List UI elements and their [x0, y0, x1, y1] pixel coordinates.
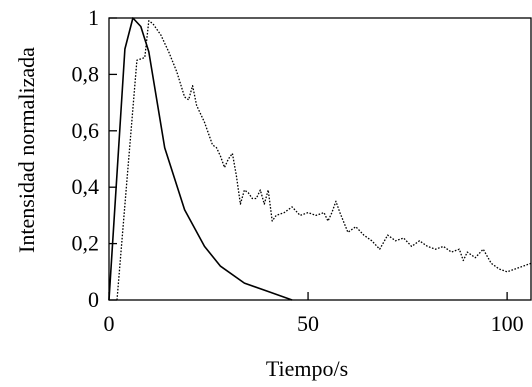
y-tick-label: 0,2: [72, 231, 100, 256]
plot-area: 0 0,2 0,4 0,6 0,8 1 0 50 100: [72, 5, 532, 336]
series-solid-line: [108, 17, 293, 301]
series-dotted-line: [116, 20, 532, 301]
y-tick-label: 0,6: [72, 118, 100, 143]
y-tick-label: 1: [88, 5, 99, 30]
y-axis-title: Intensidad normalizada: [14, 47, 39, 253]
x-axis-title: Tiempo/s: [266, 356, 348, 381]
y-tick-label: 0,8: [72, 61, 100, 86]
plot-frame: [108, 17, 532, 301]
x-tick-label: 0: [104, 311, 115, 336]
x-tick-label: 50: [297, 311, 319, 336]
y-tick-label: 0: [88, 287, 99, 312]
y-tick-label: 0,4: [72, 174, 100, 199]
x-tick-label: 100: [491, 311, 524, 336]
